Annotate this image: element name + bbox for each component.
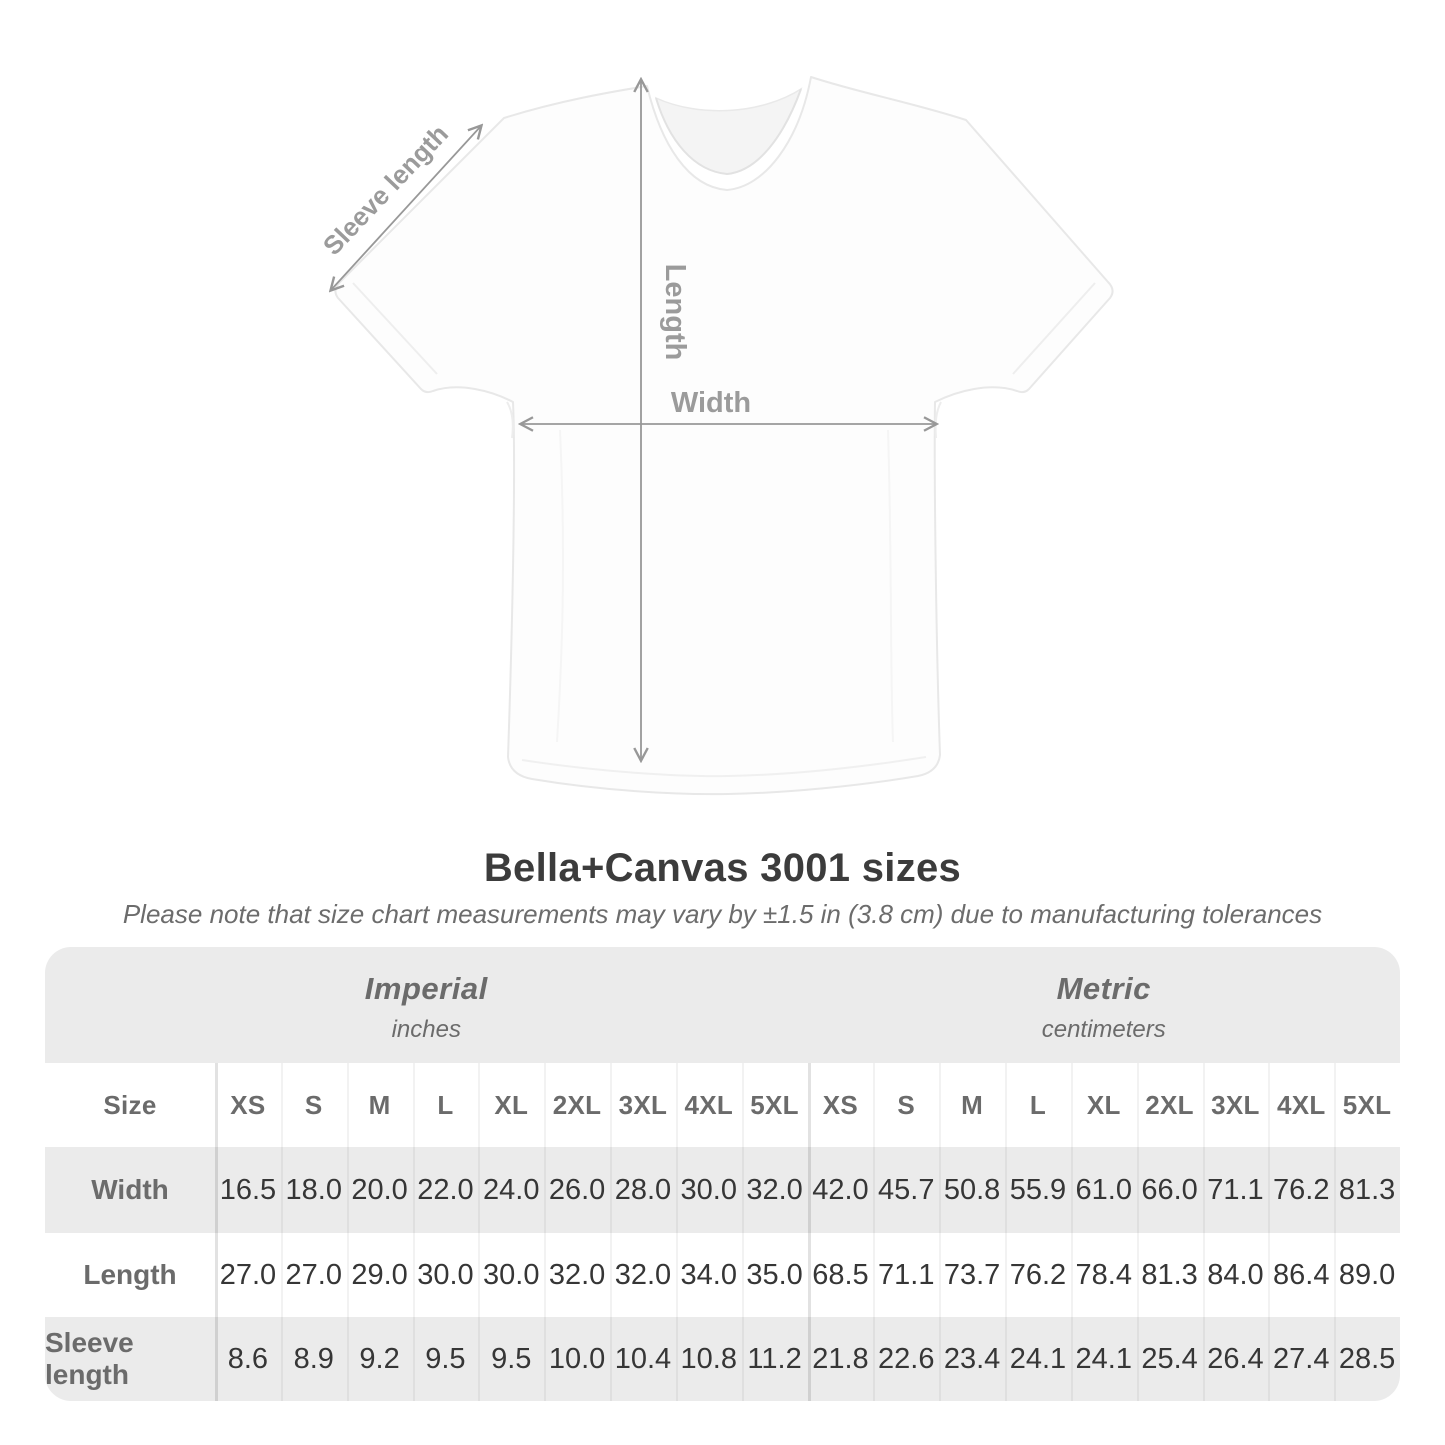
col-header-imperial-m: M (346, 1063, 413, 1147)
value-imperial-length-xl: 30.0 (478, 1233, 545, 1317)
col-header-imperial-5xl: 5XL (741, 1063, 808, 1147)
group-title: Metric (1056, 970, 1151, 1006)
value-metric-sleeve-length-2xl: 25.4 (1136, 1317, 1203, 1401)
value-metric-sleeve-length-xs: 21.8 (807, 1317, 874, 1401)
value-imperial-sleeve-length-2xl: 10.0 (544, 1317, 610, 1401)
group-title: Imperial (364, 970, 488, 1006)
value-imperial-sleeve-length-l: 9.5 (412, 1317, 479, 1401)
col-header-metric-3xl: 3XL (1202, 1063, 1269, 1147)
value-metric-length-s: 71.1 (873, 1233, 940, 1317)
value-metric-sleeve-length-m: 23.4 (939, 1317, 1005, 1401)
value-metric-width-5xl: 81.3 (1334, 1147, 1400, 1233)
col-header-metric-xs: XS (807, 1063, 874, 1147)
col-header-metric-l: L (1005, 1063, 1071, 1147)
value-metric-width-2xl: 66.0 (1136, 1147, 1203, 1233)
tshirt-image (334, 76, 1114, 796)
value-metric-length-l: 76.2 (1005, 1233, 1071, 1317)
sleeve-length-arrow (331, 126, 481, 290)
value-metric-width-l: 55.9 (1005, 1147, 1071, 1233)
col-header-imperial-xl: XL (478, 1063, 545, 1147)
value-imperial-width-2xl: 26.0 (544, 1147, 610, 1233)
value-metric-sleeve-length-5xl: 28.5 (1334, 1317, 1400, 1401)
value-imperial-sleeve-length-5xl: 11.2 (741, 1317, 808, 1401)
value-imperial-length-4xl: 34.0 (675, 1233, 742, 1317)
value-metric-length-3xl: 84.0 (1202, 1233, 1269, 1317)
group-unit: centimeters (1041, 1015, 1166, 1043)
value-imperial-sleeve-length-3xl: 10.4 (610, 1317, 676, 1401)
value-metric-width-xl: 61.0 (1070, 1147, 1137, 1233)
value-metric-sleeve-length-s: 22.6 (873, 1317, 940, 1401)
group-unit: inches (391, 1015, 461, 1043)
value-imperial-sleeve-length-s: 8.9 (280, 1317, 347, 1401)
value-imperial-length-2xl: 32.0 (544, 1233, 610, 1317)
value-imperial-width-l: 22.0 (412, 1147, 479, 1233)
value-metric-sleeve-length-l: 24.1 (1005, 1317, 1071, 1401)
col-header-imperial-xs: XS (215, 1063, 281, 1147)
col-header-imperial-s: S (280, 1063, 347, 1147)
value-imperial-length-xs: 27.0 (215, 1233, 281, 1317)
row-label-length: Length (45, 1233, 215, 1317)
value-imperial-sleeve-length-xs: 8.6 (215, 1317, 281, 1401)
value-metric-width-xs: 42.0 (807, 1147, 874, 1233)
value-metric-width-s: 45.7 (873, 1147, 940, 1233)
value-metric-length-5xl: 89.0 (1334, 1233, 1400, 1317)
value-imperial-width-s: 18.0 (280, 1147, 347, 1233)
value-metric-length-xs: 68.5 (807, 1233, 874, 1317)
value-imperial-width-3xl: 28.0 (610, 1147, 676, 1233)
value-imperial-length-m: 29.0 (346, 1233, 413, 1317)
width-label: Width (671, 387, 751, 419)
value-imperial-length-5xl: 35.0 (741, 1233, 808, 1317)
tshirt-diagram-svg: Sleeve length Length Width (317, 76, 1114, 796)
value-imperial-length-s: 27.0 (280, 1233, 347, 1317)
value-imperial-width-m: 20.0 (346, 1147, 413, 1233)
col-header-metric-4xl: 4XL (1268, 1063, 1335, 1147)
col-header-metric-xl: XL (1070, 1063, 1137, 1147)
row-label-width: Width (45, 1147, 215, 1233)
group-header-imperial: Imperial inches (45, 947, 808, 1063)
col-header-metric-m: M (939, 1063, 1005, 1147)
value-metric-length-4xl: 86.4 (1268, 1233, 1335, 1317)
page-subtitle: Please note that size chart measurements… (122, 899, 1323, 929)
group-header-metric: Metric centimeters (807, 947, 1400, 1063)
value-imperial-length-l: 30.0 (412, 1233, 479, 1317)
value-imperial-width-xl: 24.0 (478, 1147, 545, 1233)
value-metric-width-4xl: 76.2 (1268, 1147, 1335, 1233)
value-imperial-width-4xl: 30.0 (675, 1147, 742, 1233)
value-metric-width-m: 50.8 (939, 1147, 1005, 1233)
value-metric-sleeve-length-3xl: 26.4 (1202, 1317, 1269, 1401)
tshirt-diagram: Sleeve length Length Width (317, 76, 1114, 796)
col-header-imperial-4xl: 4XL (675, 1063, 742, 1147)
value-metric-length-m: 73.7 (939, 1233, 1005, 1317)
row-label-sleeve-length: Sleeve length (45, 1317, 215, 1401)
value-imperial-sleeve-length-4xl: 10.8 (675, 1317, 742, 1401)
size-table: Imperial inches Metric centimeters Size XS S M L… (45, 947, 1400, 1401)
col-header-metric-5xl: 5XL (1334, 1063, 1400, 1147)
value-imperial-width-xs: 16.5 (215, 1147, 281, 1233)
col-header-imperial-l: L (412, 1063, 479, 1147)
value-imperial-length-3xl: 32.0 (610, 1233, 676, 1317)
value-metric-length-xl: 78.4 (1070, 1233, 1137, 1317)
value-metric-sleeve-length-4xl: 27.4 (1268, 1317, 1335, 1401)
col-header-imperial-2xl: 2XL (544, 1063, 610, 1147)
value-imperial-sleeve-length-m: 9.2 (346, 1317, 413, 1401)
value-metric-width-3xl: 71.1 (1202, 1147, 1269, 1233)
col-header-metric-s: S (873, 1063, 940, 1147)
col-header-metric-2xl: 2XL (1136, 1063, 1203, 1147)
size-column-header: Size (45, 1063, 215, 1147)
col-header-imperial-3xl: 3XL (610, 1063, 676, 1147)
value-imperial-width-5xl: 32.0 (741, 1147, 808, 1233)
value-metric-sleeve-length-xl: 24.1 (1070, 1317, 1137, 1401)
page-title: Bella+Canvas 3001 sizes (483, 846, 962, 890)
length-label: Length (659, 264, 691, 361)
value-imperial-sleeve-length-xl: 9.5 (478, 1317, 545, 1401)
value-metric-length-2xl: 81.3 (1136, 1233, 1203, 1317)
